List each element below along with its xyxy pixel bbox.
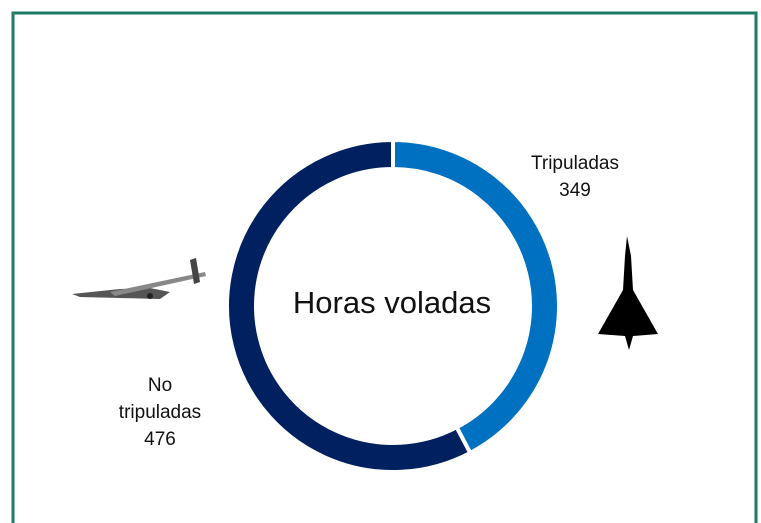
slice-label: Tripuladas 349 [520, 150, 630, 204]
slice-label: No tripuladas 476 [112, 372, 208, 453]
chart-title: Horas voladas [292, 285, 492, 320]
donut-slice [225, 137, 473, 474]
frame [11, 11, 758, 523]
drone-icon [72, 258, 206, 299]
donut [225, 137, 561, 474]
jet-icon [598, 236, 658, 350]
category-label: No tripuladas [118, 375, 202, 423]
value-label: 349 [559, 180, 591, 201]
value-label: 476 [144, 429, 176, 450]
category-label: Tripuladas [530, 153, 619, 174]
